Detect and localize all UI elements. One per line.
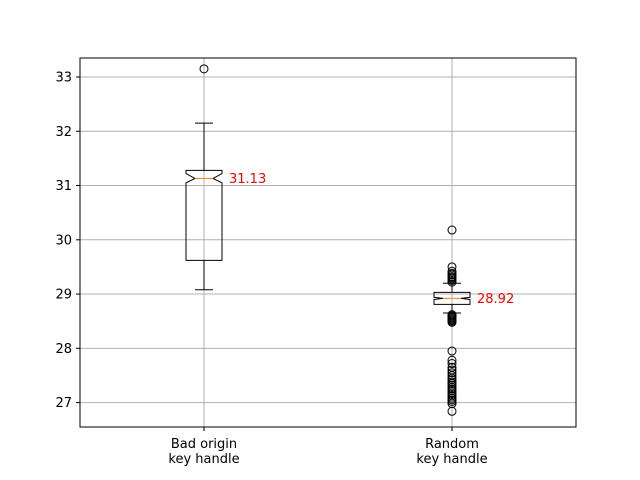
y-tick-label: 28 [55,342,72,357]
plot-frame [79,57,577,428]
x-tick-label: Random [425,437,479,452]
box-layer: 31.13 28.92 [185,64,514,416]
y-tick-label: 33 [55,70,72,85]
outlier-point [447,317,457,327]
y-tick-label: 31 [55,179,72,194]
grid-layer [80,58,576,427]
outlier-point [447,346,457,356]
x-tick-label: key handle [168,452,239,467]
outlier-point [447,355,457,365]
y-tick-label: 29 [55,288,72,303]
box-group: 31.13 [185,64,266,291]
y-tick-label: 30 [55,233,72,248]
median-label: 31.13 [229,172,266,187]
median-label: 28.92 [477,292,514,307]
box-group: 28.92 [433,225,514,416]
outlier-point [447,359,457,369]
x-tick-label: key handle [416,452,487,467]
y-tick-label: 27 [55,396,72,411]
outlier-point [447,368,457,378]
y-tick-label: 32 [55,125,72,140]
outlier-point [447,225,457,235]
outlier-point [199,64,209,74]
outlier-point [447,406,457,416]
outlier-point [447,396,457,406]
notched-box [433,291,471,305]
outlier-point [447,277,457,287]
x-tick-label: Bad origin [171,437,237,452]
notched-box [185,169,223,261]
